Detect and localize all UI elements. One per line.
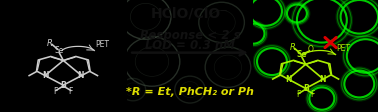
Text: HClO/ClO⁻: HClO/ClO⁻: [151, 6, 229, 20]
Text: Se: Se: [55, 46, 64, 55]
Text: N: N: [285, 75, 292, 84]
Text: B: B: [60, 81, 66, 90]
Text: B: B: [303, 84, 308, 93]
Text: F: F: [296, 90, 301, 99]
Text: *R = Et, PhCH₂ or Ph: *R = Et, PhCH₂ or Ph: [126, 87, 254, 97]
Text: Se: Se: [296, 50, 307, 59]
Text: N: N: [319, 75, 326, 84]
Text: N: N: [42, 71, 49, 80]
Text: R: R: [47, 39, 53, 48]
Text: F: F: [68, 87, 73, 96]
Text: LOD = 0.3 nM: LOD = 0.3 nM: [145, 39, 235, 52]
Text: PET: PET: [95, 40, 109, 49]
Text: Response < 2 s: Response < 2 s: [139, 29, 240, 42]
Text: F: F: [311, 90, 315, 99]
Text: R: R: [290, 43, 296, 52]
Text: PET: PET: [336, 44, 350, 53]
Text: N: N: [78, 71, 84, 80]
Text: O: O: [308, 45, 313, 55]
Text: F: F: [54, 87, 58, 96]
